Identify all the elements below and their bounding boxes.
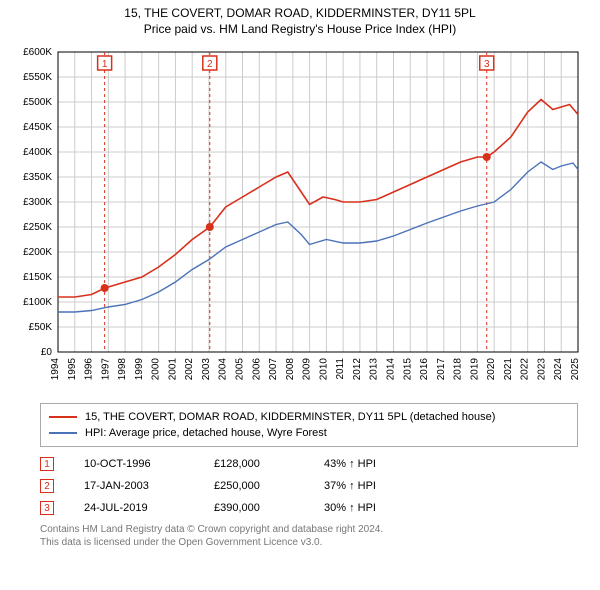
disclaimer-line2: This data is licensed under the Open Gov…	[40, 536, 560, 549]
svg-text:2021: 2021	[503, 358, 514, 381]
sale-pct-3: 30% ↑ HPI	[324, 502, 434, 514]
sale-row-3: 3 24-JUL-2019 £390,000 30% ↑ HPI	[40, 497, 560, 519]
sale-marker-2: 2	[40, 479, 54, 493]
svg-text:£600K: £600K	[23, 47, 52, 58]
svg-text:1995: 1995	[67, 358, 78, 381]
sale-date-3: 24-JUL-2019	[84, 502, 214, 514]
sale-price-1: £128,000	[214, 458, 324, 470]
svg-text:1994: 1994	[50, 358, 61, 381]
svg-text:1999: 1999	[134, 358, 145, 381]
chart-title-line2: Price paid vs. HM Land Registry's House …	[0, 22, 600, 36]
legend-swatch-price	[49, 416, 77, 418]
svg-text:£200K: £200K	[23, 247, 52, 258]
svg-text:1998: 1998	[117, 358, 128, 381]
svg-text:£50K: £50K	[29, 322, 53, 333]
svg-text:2012: 2012	[352, 358, 363, 381]
svg-text:2000: 2000	[151, 358, 162, 381]
svg-text:£150K: £150K	[23, 272, 52, 283]
sale-date-1: 10-OCT-1996	[84, 458, 214, 470]
svg-text:£250K: £250K	[23, 222, 52, 233]
svg-text:2001: 2001	[167, 358, 178, 381]
svg-text:2015: 2015	[402, 358, 413, 381]
svg-text:2019: 2019	[469, 358, 480, 381]
chart-title-block: 15, THE COVERT, DOMAR ROAD, KIDDERMINSTE…	[0, 0, 600, 36]
legend-label-hpi: HPI: Average price, detached house, Wyre…	[85, 427, 327, 439]
svg-text:2004: 2004	[218, 358, 229, 381]
svg-text:2013: 2013	[369, 358, 380, 381]
page-root: 15, THE COVERT, DOMAR ROAD, KIDDERMINSTE…	[0, 0, 600, 549]
svg-text:2014: 2014	[385, 358, 396, 381]
sales-table: 1 10-OCT-1996 £128,000 43% ↑ HPI 2 17-JA…	[40, 453, 560, 519]
svg-text:2025: 2025	[570, 358, 581, 381]
sale-price-3: £390,000	[214, 502, 324, 514]
svg-text:2002: 2002	[184, 358, 195, 381]
svg-text:2020: 2020	[486, 358, 497, 381]
sale-pct-2: 37% ↑ HPI	[324, 480, 434, 492]
svg-text:£100K: £100K	[23, 297, 52, 308]
svg-text:£450K: £450K	[23, 122, 52, 133]
legend-row-price: 15, THE COVERT, DOMAR ROAD, KIDDERMINSTE…	[49, 409, 569, 425]
svg-text:£500K: £500K	[23, 97, 52, 108]
sale-date-2: 17-JAN-2003	[84, 480, 214, 492]
legend-swatch-hpi	[49, 432, 77, 434]
svg-text:£400K: £400K	[23, 147, 52, 158]
sale-price-2: £250,000	[214, 480, 324, 492]
svg-text:1: 1	[102, 59, 108, 70]
svg-text:£300K: £300K	[23, 197, 52, 208]
svg-text:2010: 2010	[318, 358, 329, 381]
svg-text:2006: 2006	[251, 358, 262, 381]
disclaimer-block: Contains HM Land Registry data © Crown c…	[40, 523, 560, 549]
svg-text:2017: 2017	[436, 358, 447, 381]
svg-text:2016: 2016	[419, 358, 430, 381]
sale-pct-1: 43% ↑ HPI	[324, 458, 434, 470]
disclaimer-line1: Contains HM Land Registry data © Crown c…	[40, 523, 560, 536]
price-chart-svg: £0 £50K £100K £150K £200K £250K £300K £350K £400…	[10, 44, 590, 394]
svg-text:2008: 2008	[285, 358, 296, 381]
svg-text:2003: 2003	[201, 358, 212, 381]
svg-text:1996: 1996	[84, 358, 95, 381]
chart-area: £0 £50K £100K £150K £200K £250K £300K £350K £400…	[10, 44, 590, 399]
sale-marker-3: 3	[40, 501, 54, 515]
svg-text:£0: £0	[41, 347, 53, 358]
legend-row-hpi: HPI: Average price, detached house, Wyre…	[49, 425, 569, 441]
svg-text:2018: 2018	[453, 358, 464, 381]
legend-box: 15, THE COVERT, DOMAR ROAD, KIDDERMINSTE…	[40, 403, 578, 447]
svg-text:2009: 2009	[302, 358, 313, 381]
sale-row-1: 1 10-OCT-1996 £128,000 43% ↑ HPI	[40, 453, 560, 475]
svg-text:2023: 2023	[536, 358, 547, 381]
svg-text:2024: 2024	[553, 358, 564, 381]
svg-text:£350K: £350K	[23, 172, 52, 183]
svg-text:2011: 2011	[335, 358, 346, 380]
svg-text:£550K: £550K	[23, 72, 52, 83]
svg-text:2007: 2007	[268, 358, 279, 381]
svg-text:3: 3	[484, 59, 490, 70]
svg-text:2005: 2005	[235, 358, 246, 381]
svg-text:1997: 1997	[100, 358, 111, 381]
sale-marker-1: 1	[40, 457, 54, 471]
svg-text:2022: 2022	[520, 358, 531, 381]
chart-title-line1: 15, THE COVERT, DOMAR ROAD, KIDDERMINSTE…	[0, 6, 600, 20]
svg-text:2: 2	[207, 59, 213, 70]
legend-label-price: 15, THE COVERT, DOMAR ROAD, KIDDERMINSTE…	[85, 411, 495, 423]
sale-row-2: 2 17-JAN-2003 £250,000 37% ↑ HPI	[40, 475, 560, 497]
